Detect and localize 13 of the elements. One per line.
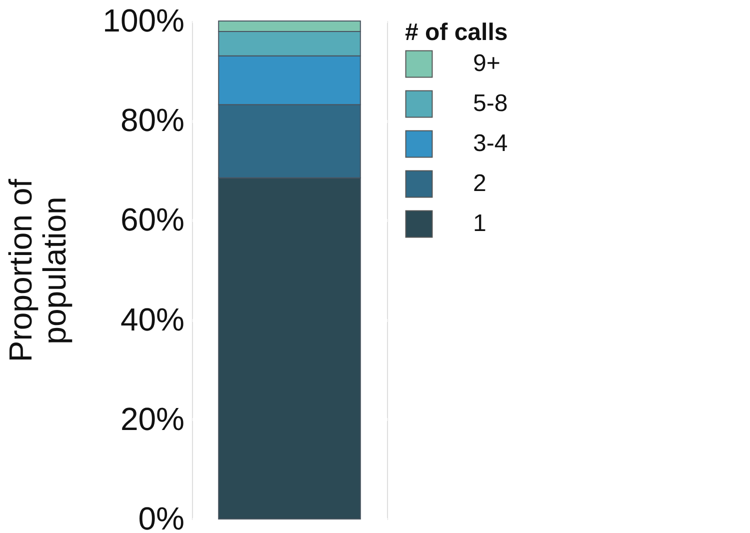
y-tick-label: 80% <box>120 102 184 138</box>
legend-label: 5-8 <box>473 90 508 117</box>
legend-label: 3-4 <box>473 130 508 157</box>
legend-title: # of calls <box>405 19 508 46</box>
legend-label: 1 <box>473 210 486 237</box>
y-tick-label: 0% <box>138 500 184 533</box>
legend-label: 9+ <box>473 50 500 77</box>
y-tick-label: 60% <box>120 202 184 238</box>
y-axis-title: Proportion of population <box>2 178 73 362</box>
y-tick-label: 20% <box>120 400 184 437</box>
y-tick-label: 40% <box>120 301 184 338</box>
legend-label: 2 <box>473 170 486 197</box>
y-tick-label: 100% <box>102 2 184 38</box>
